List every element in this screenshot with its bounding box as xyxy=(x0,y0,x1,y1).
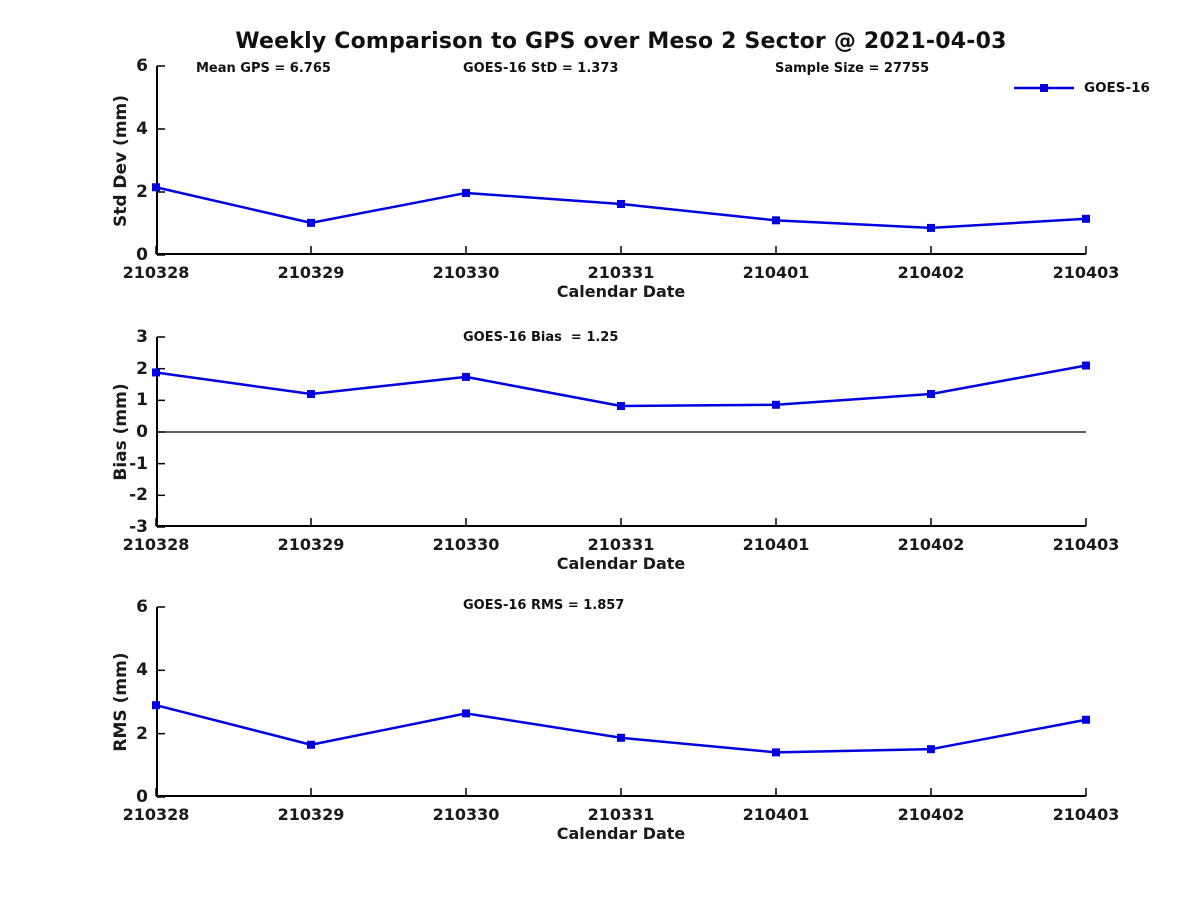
legend-line-marker-icon xyxy=(1014,84,1074,92)
figure-title: Weekly Comparison to GPS over Meso 2 Sec… xyxy=(235,29,1007,54)
y-tick-label: 0 xyxy=(136,422,148,442)
x-tick-label: 210330 xyxy=(432,263,500,282)
y-tick-label: -2 xyxy=(129,485,148,506)
x-tick-label: 210330 xyxy=(432,535,500,554)
x-tick-label: 210329 xyxy=(277,535,345,554)
y-tick-label: 3 xyxy=(136,327,148,347)
x-tick-label: 210328 xyxy=(122,805,190,824)
y-tick-label: 0 xyxy=(136,787,148,807)
bias-x-axis-label: Calendar Date xyxy=(556,554,686,573)
rms-y-axis-label: RMS (mm) xyxy=(111,652,131,752)
x-tick-label: 210401 xyxy=(742,805,810,824)
y-tick-label: 4 xyxy=(136,119,148,139)
y-tick-label: 6 xyxy=(136,597,148,617)
x-tick-label: 210401 xyxy=(742,263,810,282)
y-tick-label: -3 xyxy=(129,517,148,537)
std-dev-y-axis-label: Std Dev (mm) xyxy=(111,94,131,227)
rms-x-axis-label: Calendar Date xyxy=(556,824,686,843)
y-tick-label: 1 xyxy=(136,390,148,411)
chart-annotation: Mean GPS = 6.765 xyxy=(196,61,331,76)
y-tick-label: 2 xyxy=(136,182,148,202)
x-tick-label: 210328 xyxy=(122,535,190,554)
chart-annotation: GOES-16 StD = 1.373 xyxy=(463,61,619,76)
x-tick-label: 210402 xyxy=(897,535,965,554)
x-tick-label: 210403 xyxy=(1052,535,1120,554)
x-tick-label: 210403 xyxy=(1052,263,1120,282)
x-tick-label: 210331 xyxy=(587,535,655,554)
y-tick-label: 0 xyxy=(136,245,148,265)
y-tick-label: 2 xyxy=(136,358,148,379)
std-dev-x-axis-label: Calendar Date xyxy=(556,282,686,301)
x-tick-label: 210403 xyxy=(1052,805,1120,824)
x-tick-label: 210331 xyxy=(587,263,655,282)
x-tick-label: 210329 xyxy=(277,263,345,282)
x-tick-label: 210329 xyxy=(277,805,345,824)
y-tick-label: 6 xyxy=(136,56,148,76)
bias-y-axis-label: Bias (mm) xyxy=(111,383,131,481)
x-tick-label: 210328 xyxy=(122,263,190,282)
chart-annotation: GOES-16 RMS = 1.857 xyxy=(463,598,625,613)
x-tick-label: 210401 xyxy=(742,535,810,554)
y-tick-label: 2 xyxy=(136,723,148,744)
chart-annotation: Sample Size = 27755 xyxy=(775,61,930,76)
legend: GOES-16 xyxy=(1013,80,1150,96)
x-tick-label: 210330 xyxy=(432,805,500,824)
std-dev-plot xyxy=(152,65,1090,256)
y-tick-label: 4 xyxy=(136,660,148,681)
x-tick-label: 210402 xyxy=(897,263,965,282)
x-tick-label: 210402 xyxy=(897,805,965,824)
bias-plot xyxy=(152,336,1090,528)
y-tick-label: -1 xyxy=(129,453,148,474)
rms-plot xyxy=(152,606,1090,798)
chart-annotation: GOES-16 Bias = 1.25 xyxy=(463,330,619,345)
x-tick-label: 210331 xyxy=(587,805,655,824)
legend-label: GOES-16 xyxy=(1084,80,1150,96)
